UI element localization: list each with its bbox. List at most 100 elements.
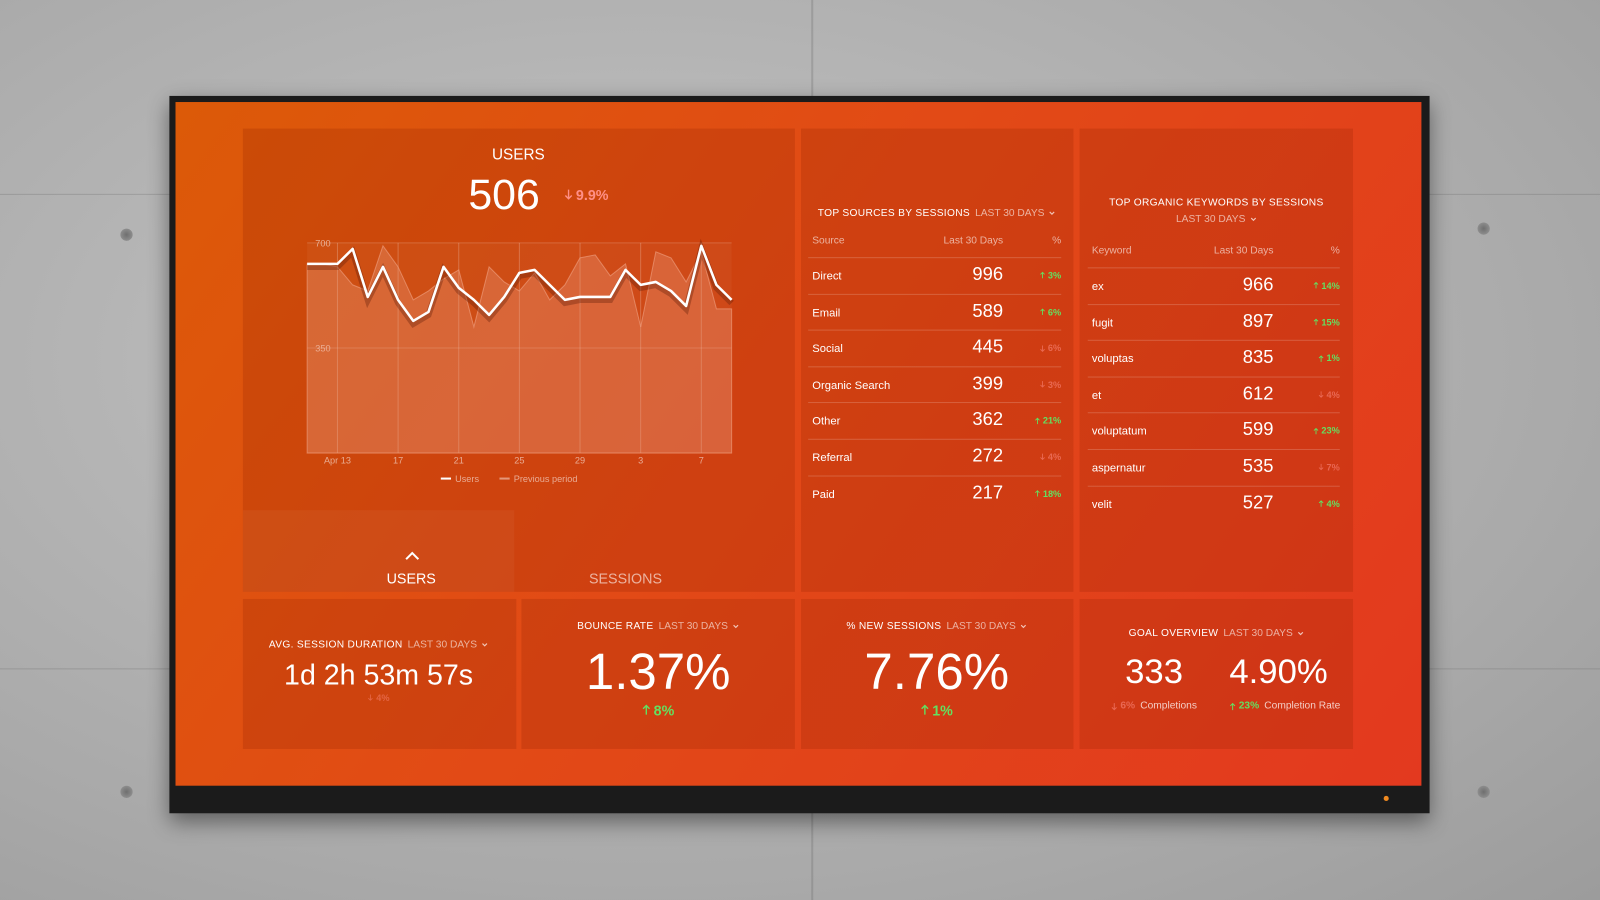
arrow-icon-path	[921, 704, 929, 716]
arrow-icon	[1034, 490, 1040, 497]
tab[interactable]: SESSIONS	[588, 570, 663, 587]
widget-title: AVG. SESSION DURATION	[268, 639, 403, 651]
row-divider	[808, 293, 1062, 295]
x-tick-label: Apr 13	[324, 456, 351, 466]
column-header: Keyword	[1091, 245, 1132, 257]
arrow-icon	[1111, 702, 1117, 710]
change-value: 1%	[932, 702, 953, 719]
x-tick-label: 29	[575, 456, 585, 466]
widget-period[interactable]: LAST 30 DAYS	[975, 208, 1056, 219]
arrow-icon-path	[1318, 354, 1324, 362]
row-label: ex	[1091, 280, 1104, 293]
arrow-icon-path	[1318, 464, 1324, 471]
row-divider	[808, 402, 1062, 404]
change: 1%	[1318, 353, 1340, 363]
column-header: Last 30 Days	[943, 235, 1004, 247]
legend-label: Previous period	[514, 474, 578, 484]
goal-label: Completion Rate	[1264, 700, 1341, 712]
goal-caption: 6% Completions	[1111, 701, 1197, 712]
widget-title: BOUNCE RATE	[577, 620, 654, 633]
column-header: %	[1052, 235, 1062, 247]
change-value: 1%	[1326, 353, 1340, 364]
y-tick-label: 350	[315, 343, 330, 353]
x-tick-label: 25	[514, 456, 524, 466]
change: 23%	[1229, 700, 1260, 712]
change: 14%	[1313, 281, 1340, 291]
widget-header: TOP SOURCES BY SESSIONS LAST 30 DAYS	[818, 208, 1056, 219]
chevron	[1250, 217, 1256, 222]
goal-caption: 23% Completion Rate	[1229, 700, 1341, 712]
change-value: 23%	[1238, 700, 1260, 712]
widget-period[interactable]: LAST 30 DAYS	[946, 621, 1027, 632]
change-value: 4%	[376, 692, 390, 704]
tab[interactable]: USERS	[386, 570, 436, 587]
row-divider	[808, 438, 1062, 440]
screen	[175, 102, 1422, 786]
chevron-path	[1020, 624, 1027, 629]
row-value: 445	[972, 336, 1004, 357]
widget-header: AVG. SESSION DURATION LAST 30 DAYS	[268, 639, 489, 651]
widget-header: TOP ORGANIC KEYWORDS BY SESSIONS LAST 30 …	[1109, 197, 1324, 225]
chevron	[1049, 211, 1055, 215]
arrow-icon-path	[1229, 702, 1236, 710]
change: 4%	[1318, 499, 1340, 509]
change: 6%	[1039, 307, 1061, 317]
row-value: 966	[1242, 273, 1274, 295]
arrow-icon-path	[1039, 345, 1045, 352]
arrow-icon-path	[1039, 308, 1045, 315]
change: 3%	[1039, 270, 1061, 281]
change: 4%	[1039, 452, 1061, 462]
row-divider	[808, 329, 1062, 331]
row-label: Email	[812, 306, 841, 319]
row-label: Paid	[812, 488, 835, 501]
x-tick-label: 17	[393, 456, 403, 466]
users-title: USERS	[491, 146, 545, 164]
arrow-icon-path	[564, 190, 573, 201]
row-value: 272	[972, 445, 1004, 466]
row-divider	[808, 475, 1062, 477]
arrow-icon-path	[1313, 282, 1318, 289]
change-value: 6%	[1120, 700, 1136, 712]
arrow-icon-path	[1318, 391, 1324, 399]
arrow-icon	[1313, 282, 1318, 289]
arrow-icon	[1318, 354, 1324, 362]
row-value: 996	[972, 263, 1004, 285]
chevron-path	[1250, 217, 1256, 222]
row-divider	[1087, 303, 1340, 305]
hole	[1477, 222, 1490, 235]
row-value: 217	[972, 481, 1004, 503]
row-label: Direct	[812, 270, 842, 283]
active-tab[interactable]	[242, 510, 515, 592]
widget-period[interactable]: LAST 30 DAYS	[408, 639, 489, 651]
row-label: voluptatum	[1091, 425, 1147, 439]
chevron-path	[1049, 211, 1055, 215]
goal-value: 4.90%	[1229, 652, 1328, 692]
change-value: 9.9%	[575, 186, 609, 204]
goal-panel	[1079, 598, 1354, 749]
arrow-icon	[642, 704, 651, 716]
change: 21%	[1034, 416, 1061, 426]
widget-period[interactable]: LAST 30 DAYS	[659, 621, 740, 632]
period-label: LAST 30 DAYS	[658, 620, 728, 633]
row-divider	[1087, 412, 1340, 414]
column-header: %	[1330, 245, 1340, 257]
change: 4%	[368, 692, 390, 704]
change: 9.9%	[564, 187, 608, 203]
arrow-icon	[1039, 272, 1045, 279]
change: 6%	[1039, 343, 1061, 353]
change: 6%	[1111, 701, 1135, 712]
legend-label: Users	[455, 474, 479, 484]
change: 7%	[1318, 462, 1340, 472]
widget-period[interactable]: LAST 30 DAYS	[1176, 214, 1257, 225]
change: 23%	[1313, 426, 1340, 436]
y-tick-label: 700	[315, 238, 330, 248]
arrow-icon-path	[1111, 702, 1117, 710]
kpi-value: 7.76%	[864, 642, 1010, 700]
change-value: 18%	[1042, 488, 1062, 499]
chevron-path	[732, 624, 739, 629]
widget-period[interactable]: LAST 30 DAYS	[1223, 628, 1304, 639]
arrow-icon-path	[1039, 272, 1045, 279]
widget-title: TOP SOURCES BY SESSIONS	[817, 207, 970, 219]
